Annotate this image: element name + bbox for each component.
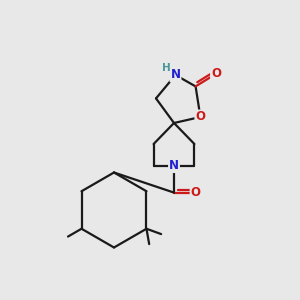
Text: N: N: [169, 159, 179, 172]
Text: N: N: [170, 68, 181, 82]
Text: O: O: [190, 186, 201, 199]
Text: O: O: [195, 110, 206, 124]
Text: O: O: [211, 67, 221, 80]
Text: H: H: [162, 63, 171, 74]
